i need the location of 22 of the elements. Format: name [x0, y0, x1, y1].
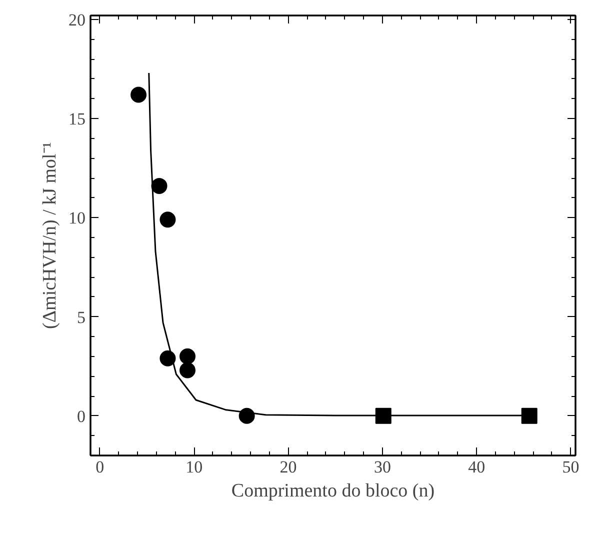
x-axis-title: Comprimento do bloco (n) — [231, 480, 435, 502]
point — [160, 350, 176, 366]
y-axis-title: (ΔmicHVH/n) / kJ mol⁻¹ — [40, 142, 60, 329]
x-tick-label: 20 — [280, 458, 297, 476]
point — [375, 408, 392, 424]
x-tick-label: 10 — [186, 458, 203, 476]
x-tick-label: 40 — [468, 458, 486, 476]
y-tick-label: 5 — [77, 308, 86, 327]
point — [180, 348, 196, 364]
x-tick-label: 30 — [374, 458, 391, 476]
y-tick-label: 0 — [77, 406, 86, 426]
point — [238, 408, 255, 424]
point — [160, 212, 176, 228]
point — [130, 86, 147, 103]
point — [521, 408, 538, 424]
x-tick-label: 50 — [562, 458, 580, 476]
y-tick-label: 15 — [68, 110, 86, 129]
y-tick-label: 10 — [68, 208, 86, 228]
y-tick-label: 20 — [68, 10, 86, 30]
point — [151, 178, 168, 194]
x-tick-label: 0 — [96, 458, 104, 476]
point — [180, 362, 196, 378]
